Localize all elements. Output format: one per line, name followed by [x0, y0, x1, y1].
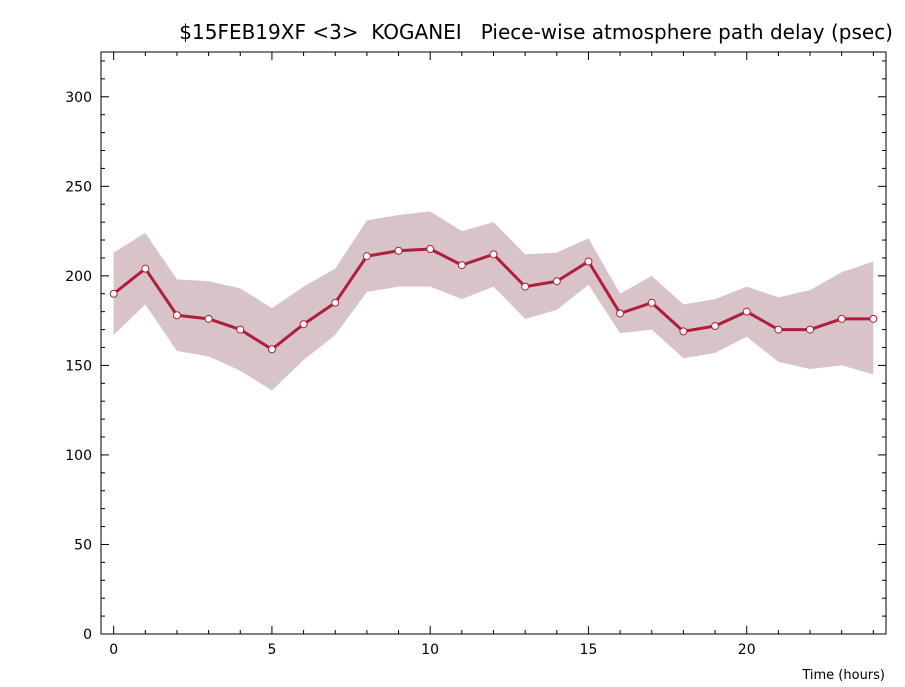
- data-point-0-5: [267, 345, 276, 354]
- data-point-0-6: [299, 320, 308, 329]
- error-band-0: [113, 211, 874, 391]
- data-point-0-0: [109, 289, 118, 298]
- y-tick-label: 200: [65, 269, 92, 285]
- data-point-0-20: [742, 307, 751, 316]
- x-tick-label: 20: [738, 642, 756, 658]
- data-point-0-14: [552, 277, 561, 286]
- data-point-0-24: [869, 314, 878, 323]
- error-band-layer: [113, 211, 874, 391]
- data-point-0-17: [647, 298, 656, 307]
- data-point-0-11: [457, 261, 466, 270]
- x-axis-label: Time (hours): [801, 668, 885, 683]
- y-tick-label: 50: [74, 537, 92, 553]
- data-point-0-23: [837, 314, 846, 323]
- y-tick-label: 250: [65, 179, 92, 195]
- axis-layer: 0 50 100 150 200 250 300 0 5 10 15 20: [65, 51, 887, 658]
- data-point-0-8: [362, 252, 371, 261]
- data-point-0-21: [774, 325, 783, 334]
- data-point-0-10: [426, 244, 435, 253]
- data-point-0-7: [331, 298, 340, 307]
- data-point-0-15: [584, 257, 593, 266]
- data-point-0-18: [679, 327, 688, 336]
- y-tick-label: 150: [65, 358, 92, 374]
- data-point-0-22: [806, 325, 815, 334]
- data-point-0-2: [172, 311, 181, 320]
- chart-title: $15FEB19XF <3> KOGANEI Piece-wise atmosp…: [179, 20, 893, 44]
- data-point-0-9: [394, 246, 403, 255]
- x-tick-label: 10: [421, 642, 439, 658]
- data-point-0-1: [141, 264, 150, 273]
- y-tick-label: 100: [65, 448, 92, 464]
- x-tick-label: 5: [267, 642, 276, 658]
- data-point-0-19: [711, 321, 720, 330]
- x-tick-label: 15: [580, 642, 598, 658]
- data-point-0-16: [616, 309, 625, 318]
- x-tick-label: 0: [109, 642, 118, 658]
- data-point-0-12: [489, 250, 498, 259]
- marker-layer: [109, 244, 878, 354]
- data-point-0-13: [521, 282, 530, 291]
- y-tick-label: 300: [65, 90, 92, 106]
- y-tick-label: 0: [83, 627, 92, 643]
- data-point-0-4: [236, 325, 245, 334]
- data-point-0-3: [204, 314, 213, 323]
